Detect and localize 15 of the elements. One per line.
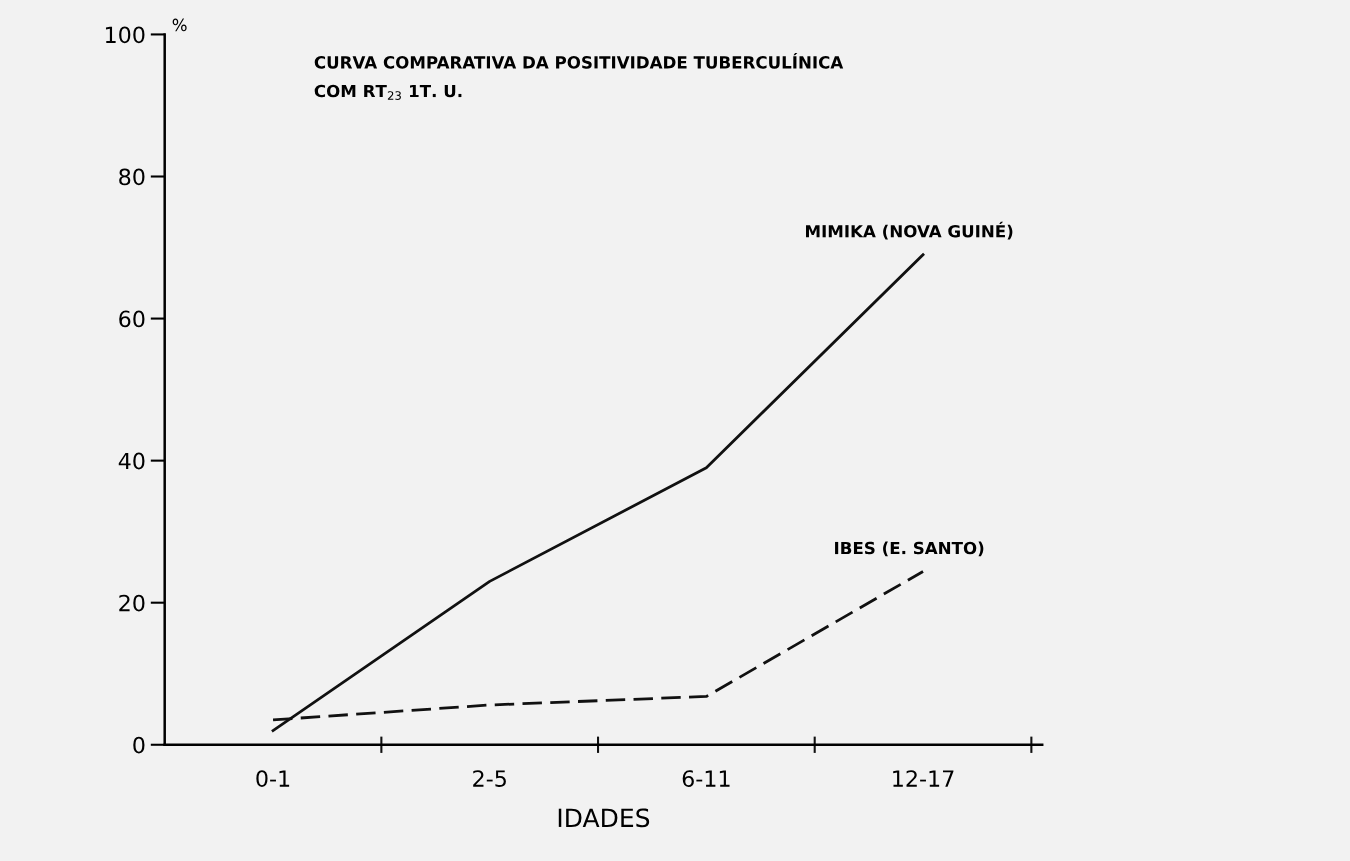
y-tick-label: 100 (105, 26, 145, 44)
text: CURVA COMPARATIVA DA POSITIVIDADE TUBERCULÍNICA COM RT$_{23}$ 1T. U. (314, 52, 844, 100)
y-axis-title: % (172, 18, 187, 32)
x-tick-label: 6-11 (682, 770, 730, 787)
x-tick-label: 0-1 (256, 770, 290, 787)
y-tick-label: 20 (119, 594, 145, 612)
x-axis-title: IDADES (558, 808, 650, 828)
y-tick-label: 40 (118, 452, 145, 470)
x-tick-label: 2-5 (473, 770, 506, 787)
y-tick-label: 60 (119, 310, 145, 328)
series-label: MIMIKA (NOVA GUINÉ) (806, 221, 1013, 240)
y-tick-label: 0 (133, 736, 145, 754)
series-label: IBES (E. SANTO) (835, 541, 984, 557)
x-tick-label: 12-17 (893, 770, 954, 787)
y-tick-label: 80 (119, 168, 145, 186)
